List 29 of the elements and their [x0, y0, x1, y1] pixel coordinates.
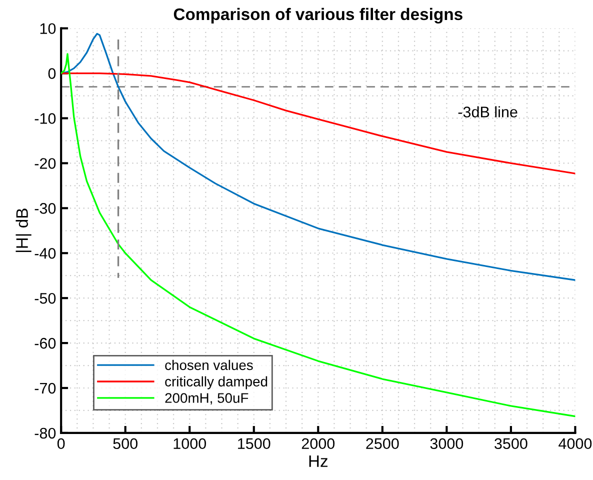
chart-title: Comparison of various filter designs [174, 8, 462, 24]
y-tick-label: -70 [34, 382, 56, 394]
x-tick-label: 0 [57, 438, 65, 450]
x-tick-label: 3000 [430, 438, 464, 450]
line-series [61, 53, 576, 418]
ref-line-label: -3dB line [458, 106, 518, 118]
x-tick-label: 1500 [238, 438, 270, 450]
y-tick-label: -50 [34, 292, 56, 304]
line-series [61, 32, 576, 281]
y-tick-label: -30 [34, 203, 56, 214]
y-tick-label: -10 [34, 113, 56, 124]
legend-label: chosen values [165, 360, 253, 370]
x-tick-label: 1000 [174, 438, 206, 450]
legend-label: 200mH, 50uF [165, 393, 248, 405]
y-tick-label: -80 [34, 428, 56, 439]
y-axis-title: |H| dB [16, 208, 32, 252]
x-tick-label: 500 [113, 438, 138, 450]
x-axis-title: Hz [309, 455, 328, 467]
legend-label: critically damped [165, 376, 268, 390]
line-series [61, 72, 576, 174]
y-tick-label: 0 [48, 68, 56, 79]
x-tick-label: 3500 [494, 438, 528, 450]
x-tick-label: 2000 [302, 438, 335, 450]
x-tick-label: 4000 [558, 438, 592, 450]
x-tick-label: 2500 [366, 438, 399, 450]
y-tick-label: -60 [34, 338, 56, 349]
y-tick-label: 10 [40, 23, 56, 34]
y-tick-label: -40 [34, 248, 56, 259]
y-tick-label: -20 [34, 158, 56, 169]
